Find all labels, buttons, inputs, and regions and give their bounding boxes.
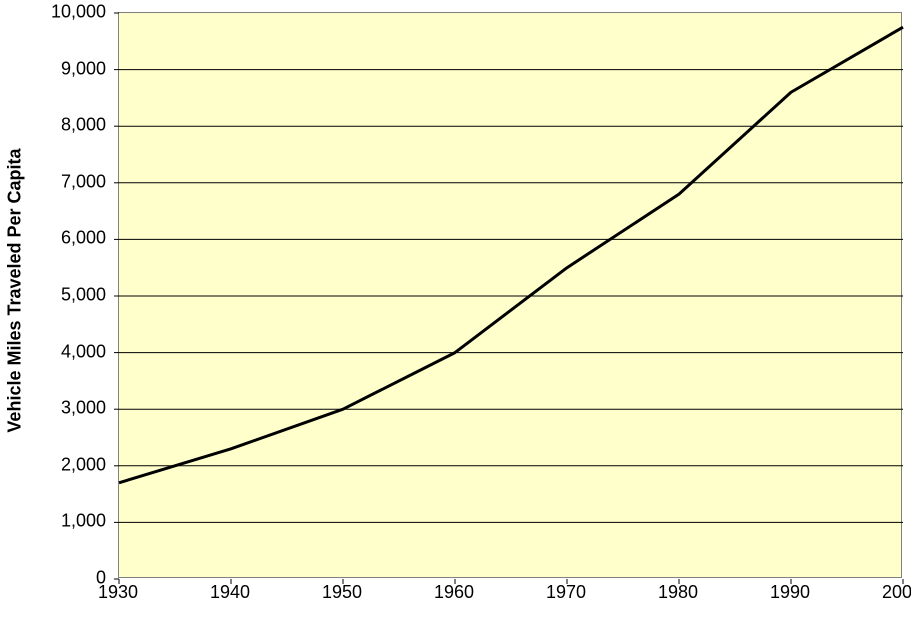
x-tick-label: 1940 [210,582,250,603]
plot-area [118,12,902,578]
y-tick-label: 6,000 [61,228,106,249]
y-tick-label: 9,000 [61,58,106,79]
data-line [119,27,903,483]
y-axis-label: Vehicle Miles Traveled Per Capita [0,0,30,580]
x-tick-label: 1990 [770,582,810,603]
y-tick-label: 2,000 [61,454,106,475]
y-tick-label: 4,000 [61,341,106,362]
x-tick-label: 1980 [658,582,698,603]
x-axis-ticks: 19301940195019601970198019902000 [118,578,902,608]
y-tick-label: 8,000 [61,115,106,136]
x-tick-label: 1970 [546,582,586,603]
y-tick-label: 3,000 [61,398,106,419]
y-tick-label: 5,000 [61,285,106,306]
x-tick-label: 1950 [322,582,362,603]
y-tick-label: 7,000 [61,171,106,192]
y-tick-label: 10,000 [51,2,106,23]
x-tick-label: 1930 [98,582,138,603]
y-axis-label-text: Vehicle Miles Traveled Per Capita [5,148,26,432]
vmt-per-capita-chart: Vehicle Miles Traveled Per Capita 01,000… [0,0,911,623]
y-tick-label: 1,000 [61,511,106,532]
x-tick-label: 2000 [882,582,911,603]
plot-svg [119,13,903,579]
y-axis-ticks: 01,0002,0003,0004,0005,0006,0007,0008,00… [30,12,112,578]
x-tick-label: 1960 [434,582,474,603]
